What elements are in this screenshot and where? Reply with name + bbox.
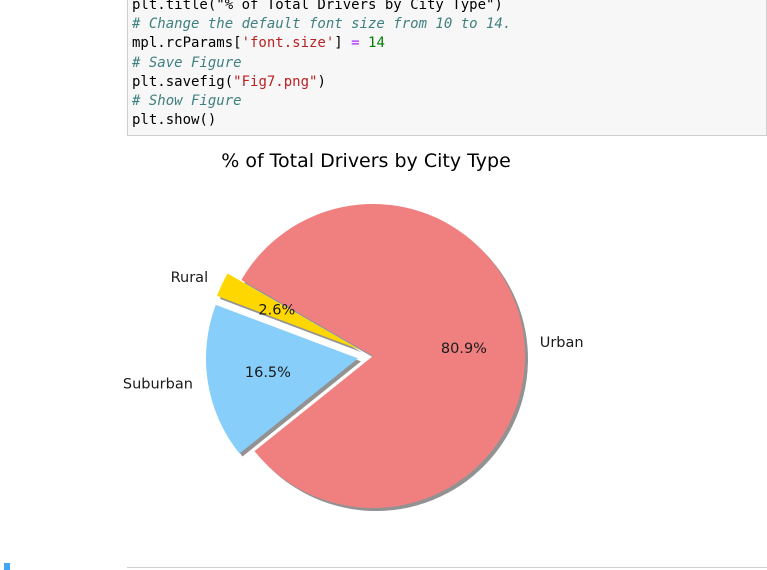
code-token: # Change the default font size from 10 t…	[132, 16, 512, 33]
code-line: plt.show()	[132, 111, 511, 130]
slice-percent-suburban: 16.5%	[245, 365, 291, 381]
slice-label-urban: Urban	[540, 335, 584, 351]
code-token: 14	[368, 35, 385, 52]
code-line: mpl.rcParams['font.size'] = 14	[132, 34, 511, 53]
code-cell[interactable]: plt.title("% of Total Drivers by City Ty…	[127, 0, 767, 136]
pie-slice-rural	[217, 273, 360, 350]
code-token: # Show Figure	[132, 92, 242, 109]
pie-slice-urban	[241, 204, 525, 508]
code-token: plt.show()	[132, 112, 217, 129]
code-token: plt.title("% of Total Drivers by City Ty…	[132, 0, 503, 13]
code-editor[interactable]: plt.title("% of Total Drivers by City Ty…	[132, 0, 511, 130]
code-token: ]	[334, 35, 352, 52]
code-token: mpl.rcParams[	[132, 35, 242, 52]
code-line: # Show Figure	[132, 92, 511, 111]
slice-percent-rural: 2.6%	[258, 302, 295, 318]
code-line: plt.savefig("Fig7.png")	[132, 73, 511, 92]
code-token: 'font.size'	[241, 35, 335, 52]
code-token: )	[317, 73, 326, 90]
pie-chart: % of Total Drivers by City Type Rural 2.6…	[123, 150, 584, 511]
pie-slice-suburban	[205, 304, 358, 454]
cell-selection-marker	[4, 563, 10, 570]
code-token: # Save Figure	[132, 54, 242, 71]
pie-wedges	[205, 204, 525, 508]
code-token	[360, 35, 368, 51]
slice-label-suburban: Suburban	[123, 377, 193, 393]
code-line: plt.title("% of Total Drivers by City Ty…	[132, 0, 511, 15]
code-line: # Change the default font size from 10 t…	[132, 15, 511, 34]
next-cell-boundary	[0, 560, 767, 570]
slice-percent-urban: 80.9%	[441, 341, 487, 357]
code-line: # Save Figure	[132, 54, 511, 73]
chart-title: % of Total Drivers by City Type	[221, 150, 511, 172]
cell-divider	[127, 567, 767, 568]
cell-output: % of Total Drivers by City Type Rural 2.6…	[123, 136, 767, 560]
slice-label-rural: Rural	[171, 270, 209, 286]
code-token: "Fig7.png"	[233, 73, 318, 90]
code-token: plt.savefig(	[132, 73, 234, 90]
code-token: =	[351, 35, 360, 52]
pie-labels: Rural 2.6% Suburban 16.5% Urban 80.9%	[123, 270, 584, 393]
